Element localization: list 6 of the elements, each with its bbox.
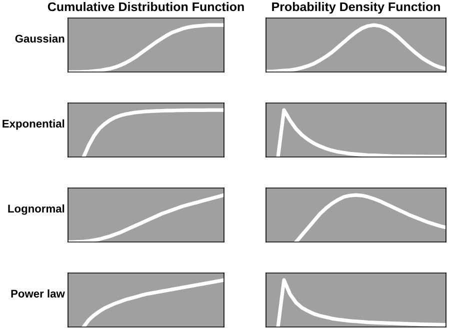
y-axis-title: Exponential [2, 119, 64, 130]
chart-title: Cumulative Distribution Function [48, 2, 244, 12]
y-axis-title: Gaussian [15, 34, 64, 43]
chart-title: Probability Density Function [272, 2, 440, 14]
y-axis-title: Power law [11, 289, 65, 298]
y-axis-title: Lognormal [8, 204, 64, 215]
